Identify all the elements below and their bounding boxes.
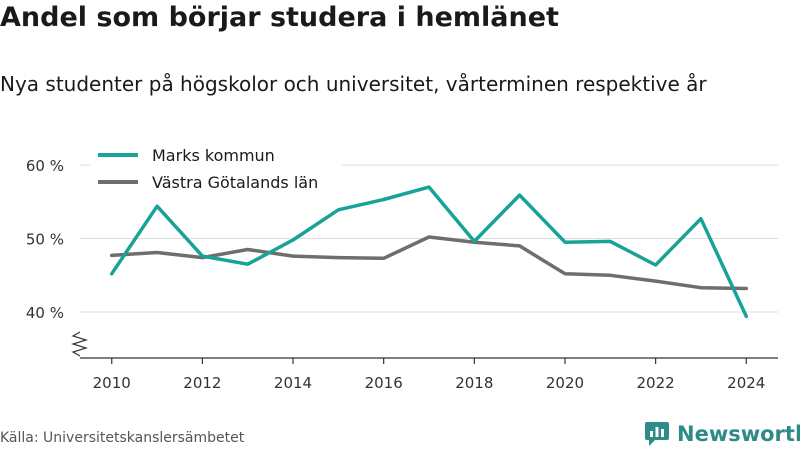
brand-name: Newsworthy bbox=[677, 422, 800, 446]
x-tick-label: 2020 bbox=[546, 374, 584, 392]
x-tick-label: 2010 bbox=[93, 374, 131, 392]
chart-title: Andel som börjar studera i hemlänet bbox=[0, 2, 559, 33]
y-tick-label: 60 % bbox=[26, 157, 64, 175]
x-tick-label: 2022 bbox=[637, 374, 675, 392]
legend-box bbox=[90, 141, 342, 197]
y-tick-label: 50 % bbox=[26, 231, 64, 249]
y-tick-label: 40 % bbox=[26, 304, 64, 322]
x-tick-label: 2018 bbox=[455, 374, 493, 392]
legend-label: Västra Götalands län bbox=[152, 173, 318, 192]
legend-label: Marks kommun bbox=[152, 146, 275, 165]
x-tick-label: 2016 bbox=[365, 374, 403, 392]
newsworthy-icon bbox=[645, 422, 669, 446]
axis-break-icon bbox=[70, 331, 89, 357]
series-line-marks-kommun bbox=[109, 185, 749, 319]
series-line-vastra-gotalands-lan bbox=[109, 235, 749, 291]
source-note: Källa: Universitetskanslersämbetet bbox=[0, 430, 245, 446]
x-tick-label: 2024 bbox=[727, 374, 765, 392]
x-tick-label: 2012 bbox=[183, 374, 221, 392]
chart-subtitle: Nya studenter på högskolor och universit… bbox=[0, 72, 707, 96]
x-tick-label: 2014 bbox=[274, 374, 312, 392]
brand-logo: Newsworthy bbox=[643, 420, 800, 448]
